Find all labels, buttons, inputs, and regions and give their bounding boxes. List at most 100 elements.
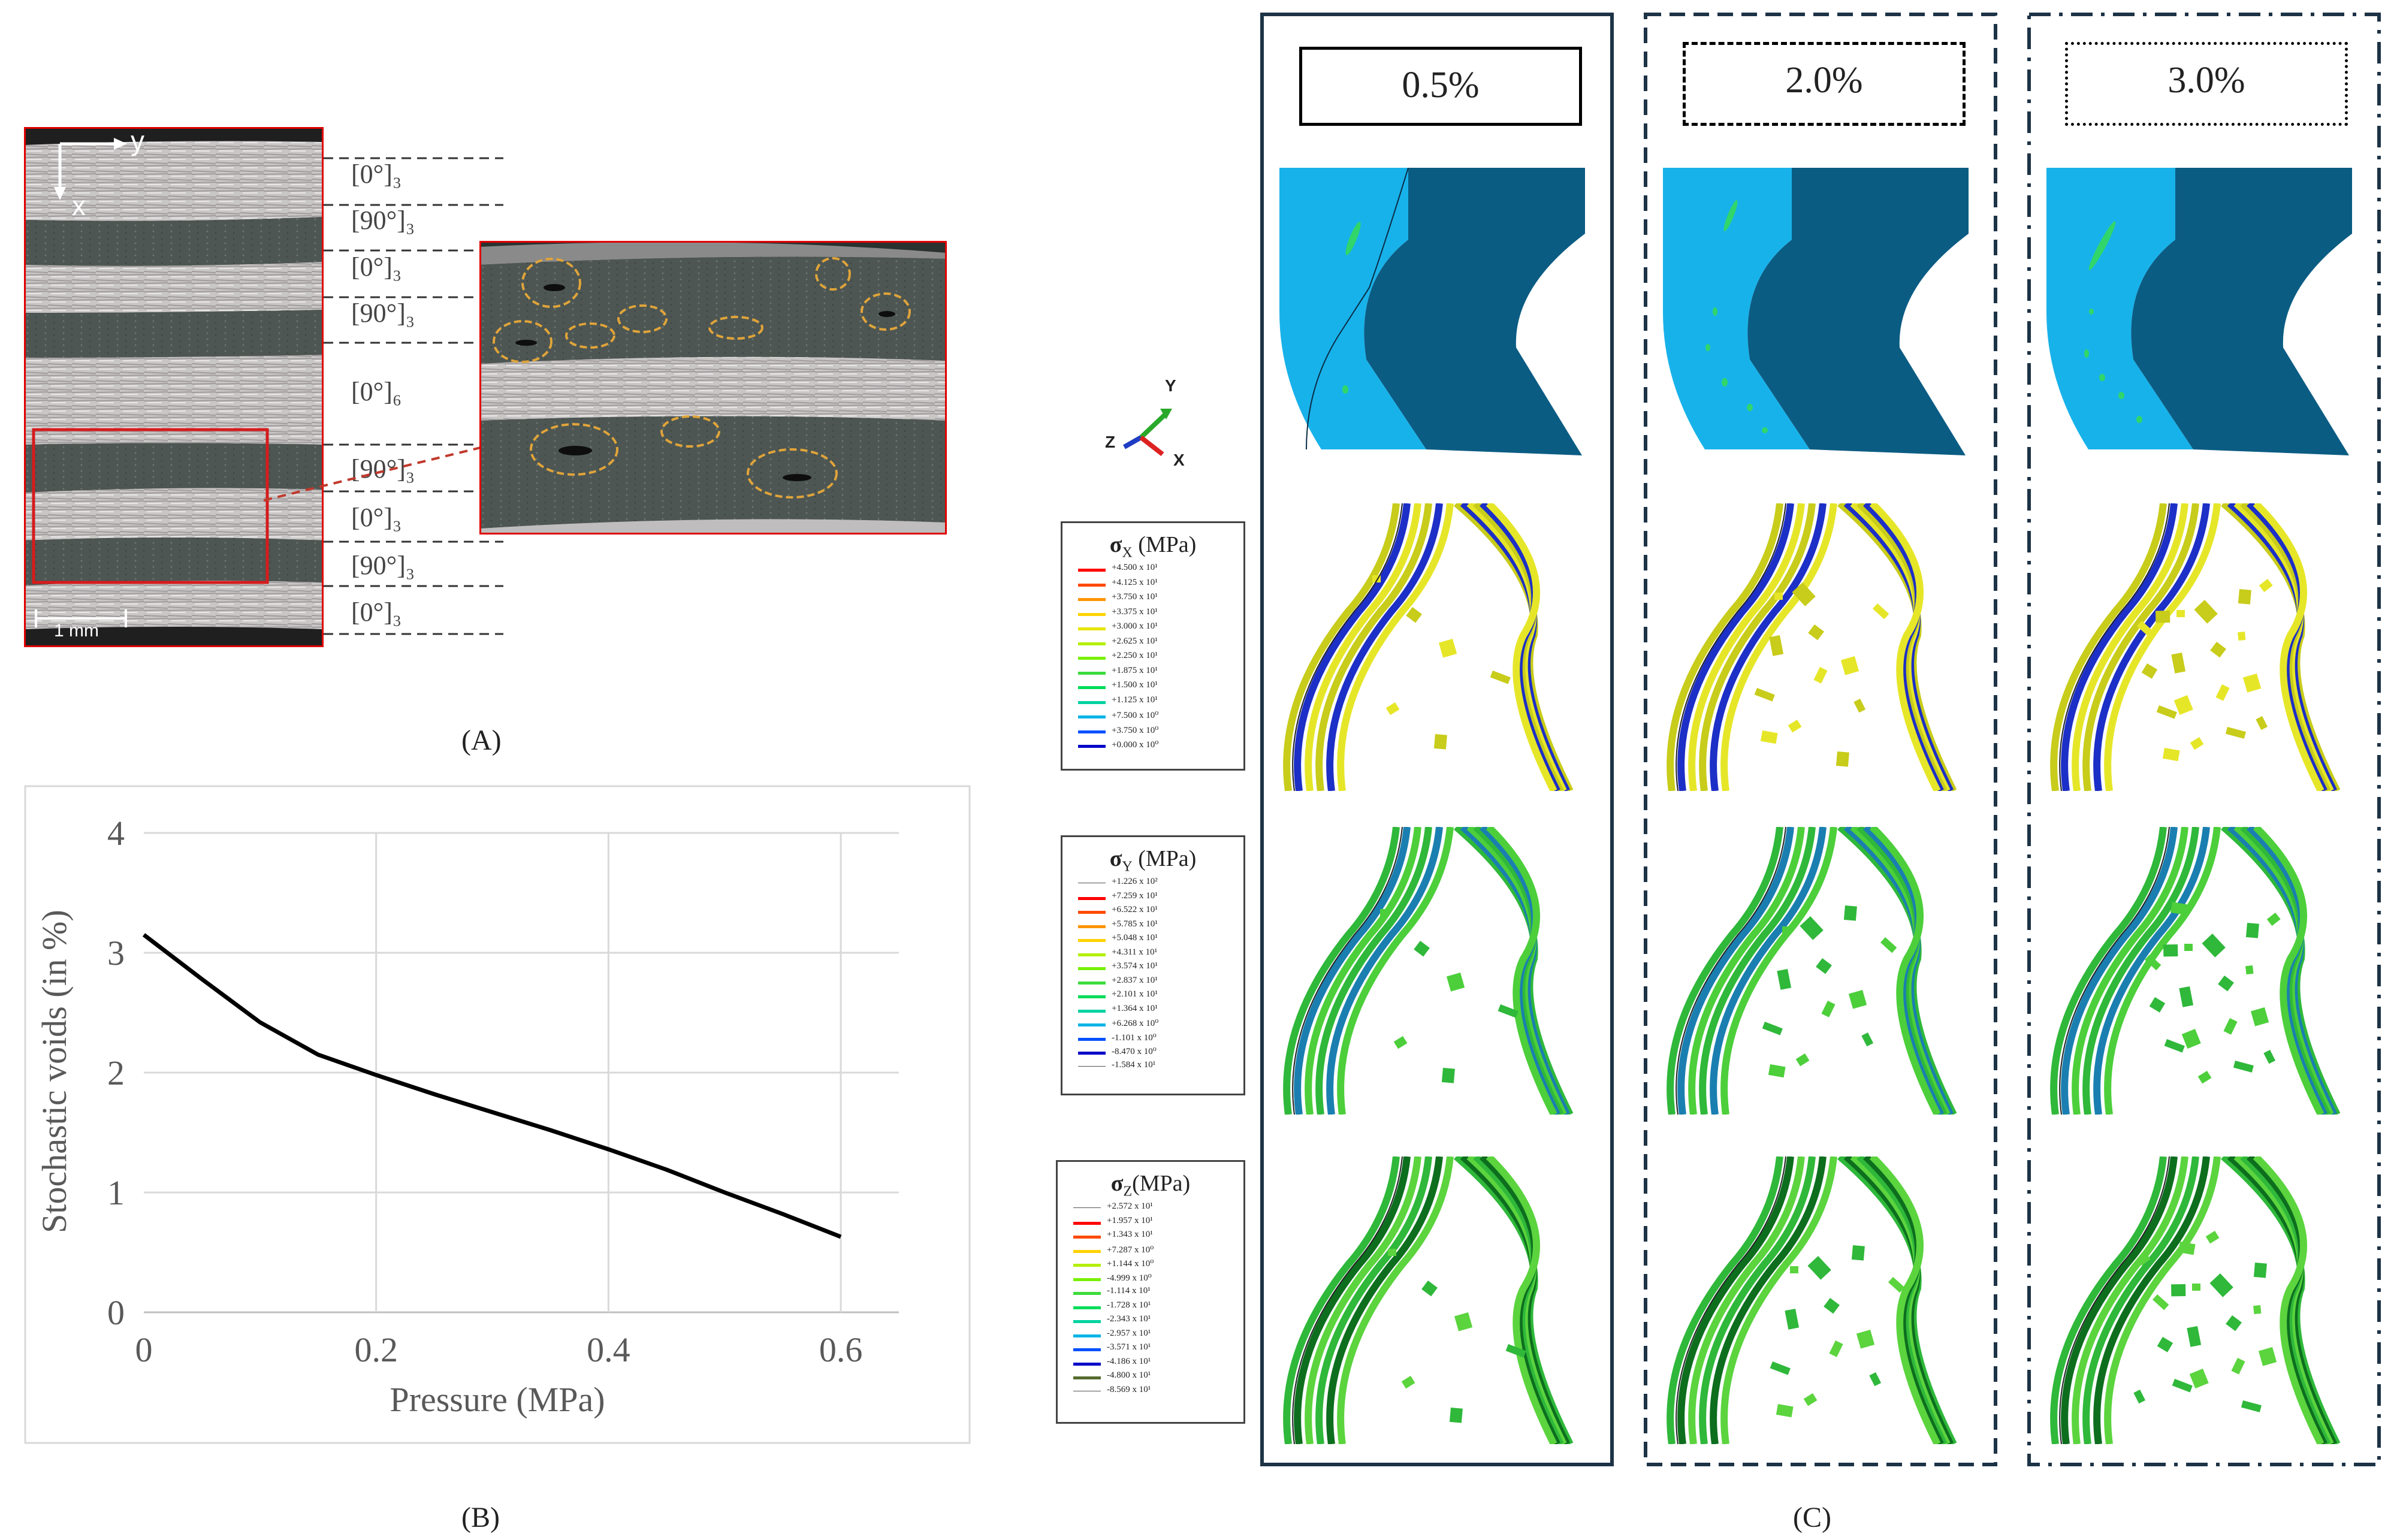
legend-value: +1.125 x 10¹ [1112, 694, 1158, 705]
legend-swatch [1078, 1037, 1106, 1041]
legend-swatch [1073, 1278, 1101, 1281]
x-tick-label: 0.6 [819, 1330, 863, 1369]
legend-row: +3.750 x 10¹ [1062, 592, 1243, 608]
legend-swatch [1073, 1292, 1101, 1295]
legend-row: -1.584 x 10¹ [1062, 1060, 1243, 1076]
y-tick-label: 1 [107, 1173, 125, 1212]
x-tick-label: 0.4 [587, 1330, 630, 1369]
ply-label: [0°]₃ [351, 597, 402, 627]
legend-swatch [1078, 715, 1106, 718]
legend-row: -1.728 x 10¹ [1058, 1300, 1243, 1316]
axis-triad-y: Y [1165, 376, 1176, 395]
model-voids-2-0 [1663, 168, 1969, 455]
model-voids-0-5 [1279, 168, 1585, 455]
legend-row: +3.000 x 10¹ [1062, 621, 1243, 637]
legend-value: +6.268 x 10⁰ [1112, 1019, 1159, 1028]
legend-row: +4.500 x 10¹ [1062, 563, 1243, 578]
legend-value: +1.500 x 10¹ [1112, 680, 1158, 690]
legend-value: +3.750 x 10⁰ [1112, 725, 1159, 735]
legend-row: -1.114 x 10¹ [1058, 1286, 1243, 1302]
legend-swatch [1073, 1320, 1101, 1323]
legend-row: +2.837 x 10¹ [1062, 976, 1243, 991]
legend-row: +3.375 x 10¹ [1062, 607, 1243, 623]
ply-label: [90°]₃ [351, 454, 415, 484]
legend-row: +6.268 x 10⁰ [1062, 1019, 1243, 1033]
y-tick-label: 4 [107, 814, 125, 853]
contour-sigma-x-3-0 [2050, 503, 2341, 791]
ply-label: [90°]₃ [351, 206, 415, 235]
legend-row: +1.343 x 10¹ [1058, 1230, 1243, 1245]
axis-label-x: x [72, 190, 86, 221]
legend-value: +4.311 x 10¹ [1112, 947, 1158, 957]
legend-swatch [1078, 657, 1106, 660]
legend-row: +2.101 x 10¹ [1062, 989, 1243, 1005]
y-tick-label: 3 [107, 934, 125, 973]
void-label-0-5: 0.5% [1299, 47, 1582, 126]
legend-row: +6.522 x 10¹ [1062, 905, 1243, 920]
legend-swatch [1073, 1362, 1101, 1366]
x-tick-label: 0.2 [354, 1330, 398, 1369]
axis-triad-x: X [1173, 451, 1185, 469]
axis-triad-z: Z [1105, 433, 1116, 451]
ply-label: [0°]₃ [351, 159, 402, 189]
legend-row: +1.125 x 10¹ [1062, 695, 1243, 711]
legend-value: -2.343 x 10¹ [1107, 1314, 1151, 1324]
legend-value: -8.569 x 10¹ [1107, 1384, 1151, 1394]
legend-row: -2.957 x 10¹ [1058, 1328, 1243, 1344]
legend-swatch [1078, 745, 1106, 748]
legend-row: -1.101 x 10⁰ [1062, 1033, 1243, 1047]
legend-row: +1.875 x 10¹ [1062, 666, 1243, 681]
legend-value: -3.571 x 10¹ [1107, 1342, 1151, 1352]
legend-swatch [1073, 1348, 1101, 1351]
legend-swatch [1073, 1306, 1101, 1309]
zoom-region [32, 428, 269, 584]
legend-swatch [1073, 1264, 1101, 1267]
legend-swatch [1073, 1334, 1101, 1337]
x-tick-label: 0 [135, 1330, 153, 1369]
legend-swatch [1078, 627, 1106, 630]
legend-swatch [1073, 1207, 1101, 1208]
legend-value: +4.500 x 10¹ [1112, 563, 1158, 572]
legend-swatch [1078, 700, 1106, 704]
legend-value: +2.572 x 10¹ [1107, 1201, 1153, 1211]
legend-value: +3.574 x 10¹ [1112, 961, 1158, 971]
legend-value: -4.999 x 10⁰ [1107, 1273, 1152, 1283]
legend-swatch [1078, 911, 1106, 914]
panel-a: y x 1 mm [0°]₃ [90°]₃ [0°]₃ [90°]₃ [0°]₆… [0, 0, 983, 773]
legend-swatch [1073, 1221, 1101, 1225]
legend-swatch [1078, 939, 1106, 942]
axis-triad-icon [1123, 409, 1172, 457]
model-voids-3-0 [2046, 168, 2352, 455]
legend-swatch [1078, 583, 1106, 587]
contour-sigma-z-2-0 [1667, 1156, 1957, 1444]
legend-value: -1.584 x 10¹ [1112, 1059, 1156, 1070]
legend-row: +1.500 x 10¹ [1062, 680, 1243, 696]
legend-value: +2.837 x 10¹ [1112, 975, 1158, 985]
legend-swatch [1078, 953, 1106, 956]
ply-guides [324, 157, 503, 635]
legend-row: +7.500 x 10⁰ [1062, 711, 1243, 725]
legend-row: +4.311 x 10¹ [1062, 947, 1243, 963]
legend-title: σY (MPa) [1109, 846, 1197, 875]
legend-row: +5.048 x 10¹ [1062, 933, 1243, 949]
legend-sigma-y: σY (MPa) +1.226 x 10² +7.259 x 10¹ +6.522 … [1061, 835, 1245, 1095]
void-label-2-0: 2.0% [1683, 42, 1966, 126]
legend-row: +3.750 x 10⁰ [1062, 726, 1243, 740]
legend-swatch [1078, 967, 1106, 970]
legend-value: +7.259 x 10¹ [1112, 890, 1158, 901]
voids-vs-pressure-chart: 0 0.2 0.4 0.6 0 1 2 3 4 Pressure (MPa) Stochast… [24, 785, 971, 1444]
legend-swatch [1078, 686, 1106, 689]
y-tick-label: 2 [107, 1053, 125, 1092]
micrograph-zoom-voids [479, 241, 947, 535]
ply-label: [0°]₃ [351, 252, 402, 282]
ply-label: [0°]₆ [351, 377, 402, 406]
y-tick-label: 0 [107, 1293, 125, 1332]
legend-value: +2.101 x 10¹ [1112, 989, 1158, 999]
legend-swatch [1078, 612, 1106, 616]
contour-sigma-z-0-5 [1283, 1156, 1574, 1444]
legend-row: -3.571 x 10¹ [1058, 1342, 1243, 1358]
legend-value: +6.522 x 10¹ [1112, 905, 1158, 914]
ply-label: [0°]₃ [351, 503, 402, 532]
legend-swatch [1073, 1236, 1101, 1239]
legend-value: -2.957 x 10¹ [1107, 1328, 1151, 1338]
